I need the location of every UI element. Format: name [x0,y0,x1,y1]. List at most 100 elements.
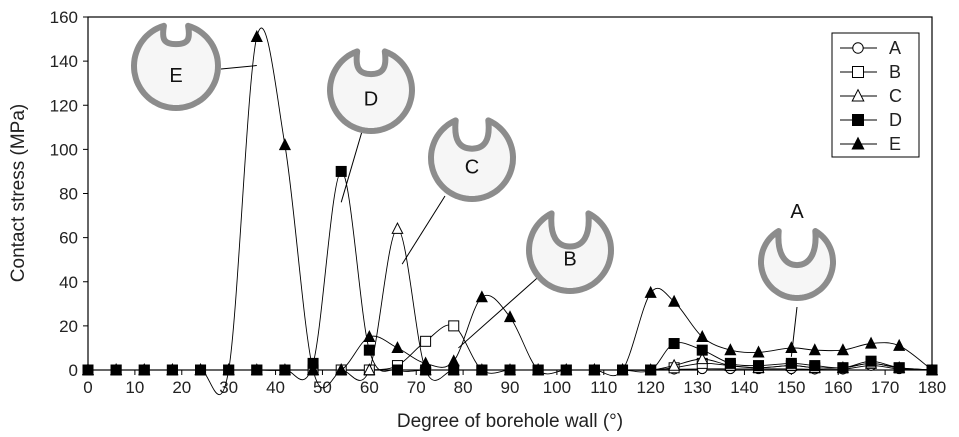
data-point-e [808,343,821,356]
data-point-d [645,364,657,376]
x-tick-label: 130 [683,378,711,397]
data-point-d [363,344,375,356]
data-point-e [110,363,123,376]
data-point-e [419,356,432,369]
data-point-e [644,285,657,298]
data-point-d [893,362,905,374]
axis-ticks: 0 10 20 30 40 50 60 70 80 90 100 110 120 130 140 150 160… [50,8,947,397]
data-point-e [668,294,681,307]
x-tick-label: 60 [360,378,379,397]
x-tick-label: 150 [777,378,805,397]
data-point-d [785,357,797,369]
data-point-d [476,364,488,376]
data-point-e [391,341,404,354]
data-point-b [420,335,432,347]
legend-label: C [889,86,902,106]
data-point-d [696,344,708,356]
data-point-c [391,221,404,234]
data-point-d [837,362,849,374]
legend-label: E [889,134,901,154]
data-point-d [668,338,680,350]
data-point-e [616,363,629,376]
borehole-shape-a: A [758,201,836,357]
x-tick-label: 70 [407,378,426,397]
legend-entry-b: B [840,62,901,82]
borehole-shape-annotations: E D C B A [131,22,836,357]
data-point-d [504,364,516,376]
data-point-e [166,363,179,376]
borehole-shape-outline [131,22,221,111]
legend-marker [851,136,865,150]
borehole-shape-b: B [458,210,614,349]
series-e [81,27,939,396]
annotation-leader-line [220,65,257,70]
data-point-e [363,330,376,343]
data-point-e [194,363,207,376]
data-point-e [307,363,320,376]
data-point-e [222,363,235,376]
legend-entry-e: E [840,134,901,154]
data-point-d [279,364,291,376]
legend-marker [852,114,864,126]
y-tick-label: 80 [59,185,78,204]
x-tick-label: 160 [824,378,852,397]
data-point-b [448,320,460,332]
y-tick-label: 60 [59,229,78,248]
borehole-shape-e: E [131,22,257,111]
data-point-e [836,343,849,356]
data-point-d [753,360,765,372]
legend-marker [852,66,864,78]
annotation-leader-line [340,127,364,203]
data-point-d [448,364,460,376]
borehole-shape-label: B [563,249,576,271]
borehole-shape-label: A [790,201,804,223]
data-point-d [335,165,347,177]
annotation-leader-line [401,195,446,265]
x-tick-label: 30 [219,378,238,397]
legend-label: B [889,62,901,82]
borehole-shape-label: D [364,89,378,111]
borehole-shape-label: C [465,157,479,179]
borehole-shape-outline [327,48,415,134]
x-tick-label: 20 [172,378,191,397]
data-point-c [696,352,709,365]
data-point-e [335,363,348,376]
y-tick-label: 20 [59,317,78,336]
data-point-e [588,363,601,376]
x-tick-label: 10 [125,378,144,397]
borehole-shape-d: D [327,48,415,203]
x-axis-label: Degree of borehole wall (°) [397,411,623,432]
y-tick-label: 140 [50,52,78,71]
x-tick-label: 90 [501,378,520,397]
data-point-e [785,341,798,354]
borehole-shape-outline [428,117,516,202]
x-tick-label: 110 [590,378,617,397]
x-tick-label: 100 [543,378,571,397]
x-tick-label: 180 [918,378,946,397]
data-point-e [278,138,291,151]
x-tick-label: 40 [266,378,285,397]
borehole-shape-outline [758,228,836,301]
data-point-c [363,363,376,376]
borehole-shape-outline [526,210,614,294]
data-point-c [668,358,681,371]
data-point-d [809,360,821,372]
data-point-e [503,310,517,323]
legend-marker [852,42,864,54]
legend-entry-c: C [840,86,902,106]
data-point-e [893,338,906,351]
borehole-shape-c: C [401,117,516,265]
data-point-e [532,363,545,376]
legend-marker [851,88,865,102]
y-tick-label: 100 [50,140,78,159]
legend-label: A [889,38,901,58]
x-tick-label: 0 [83,378,92,397]
x-tick-label: 170 [871,378,899,397]
data-point-e [447,354,460,367]
legend-label: D [889,110,902,130]
y-axis-label: Contact stress (MPa) [8,104,29,282]
legend-entry-a: A [840,38,901,58]
data-point-e [250,30,263,42]
